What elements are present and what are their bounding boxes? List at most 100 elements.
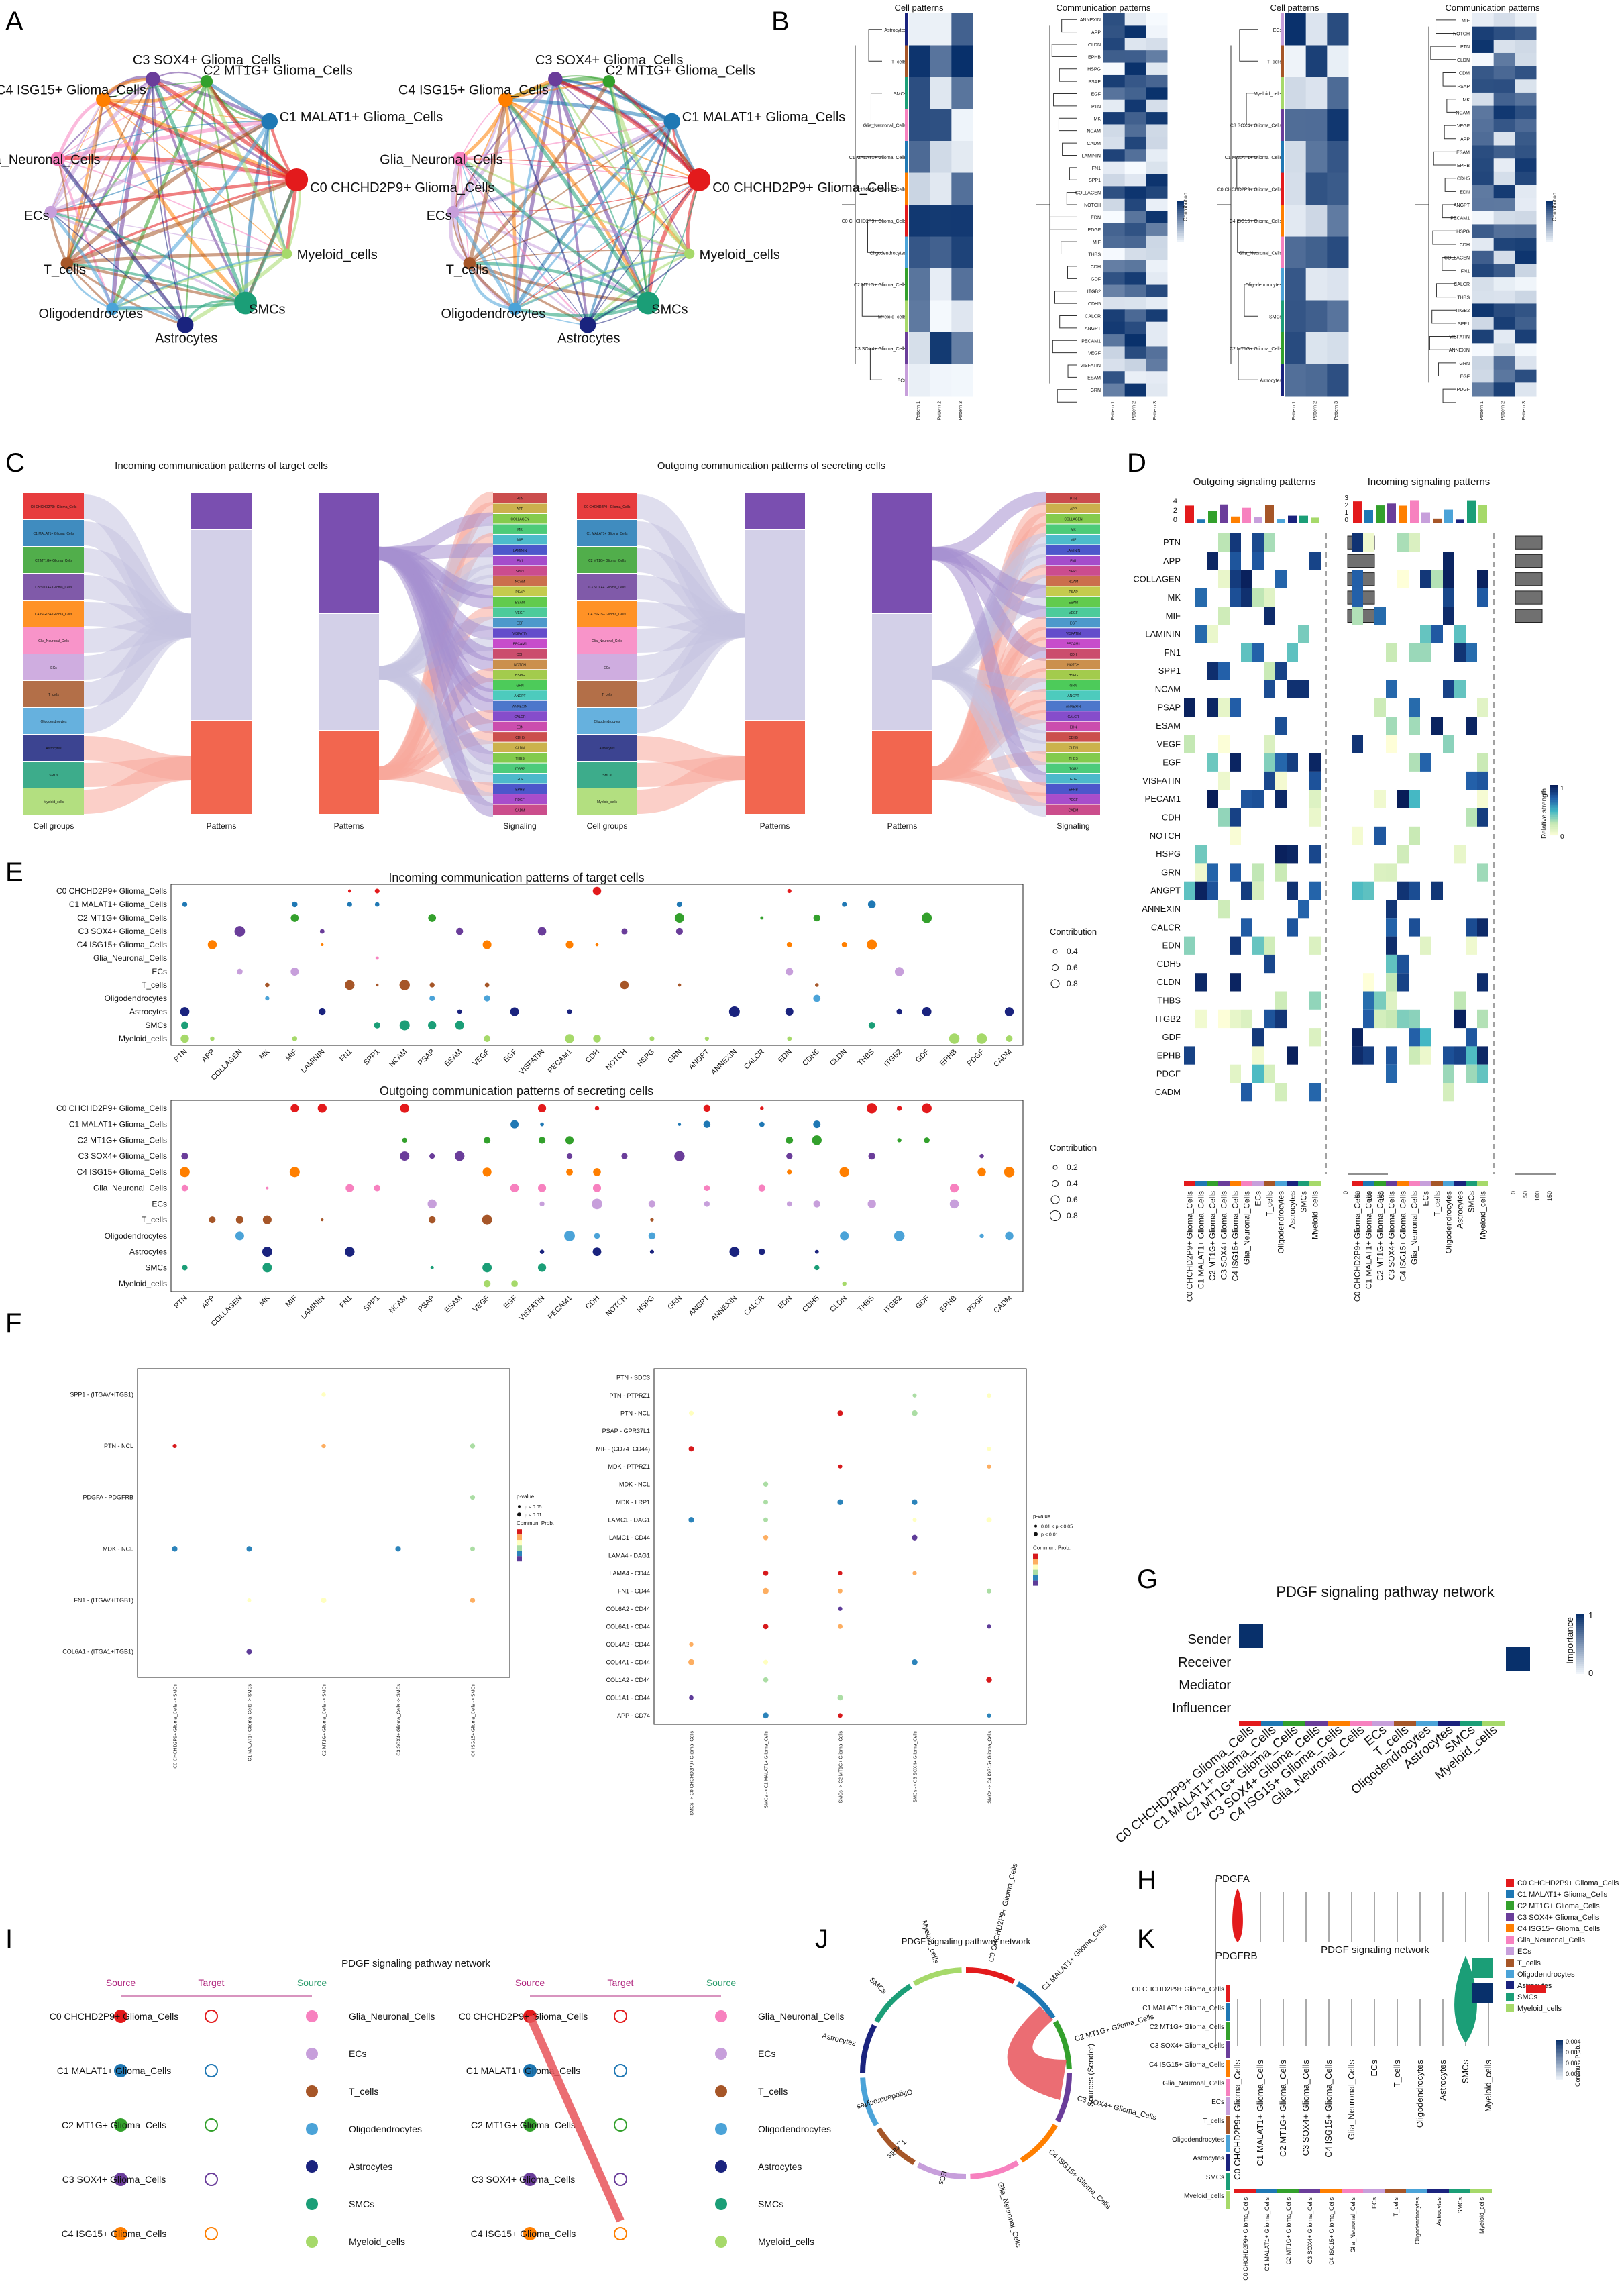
e-in-col-label: PTN	[173, 1048, 189, 1064]
c-left-signal-block	[493, 742, 547, 753]
d-out-cell	[1241, 570, 1252, 588]
c-left-axis-label: Patterns	[207, 821, 237, 831]
c-left-signal-label: THBS	[515, 757, 525, 761]
b-right-comm-cell	[1493, 171, 1515, 186]
b-right-legend	[1546, 219, 1553, 221]
b-right-comm-row-label: MIF	[1462, 19, 1470, 23]
f-left-dot	[470, 1443, 476, 1449]
k-col-label: C2 MT1G+ Glioma_Cells	[1285, 2197, 1292, 2265]
e-in-dot	[678, 983, 682, 987]
a-left-edge	[50, 211, 246, 305]
b-left-comm-dendro	[1066, 192, 1077, 205]
d-row-label: LAMININ	[1145, 629, 1181, 639]
j-arc	[966, 1967, 1016, 1985]
i-left-source-text: C3 SOX4+ Glioma_Cells	[62, 2174, 166, 2185]
b-left-comm-cell	[1103, 309, 1126, 323]
a-right-edge	[505, 80, 609, 101]
d-out-cell	[1184, 881, 1195, 900]
e-in-legend-dot	[1052, 964, 1059, 971]
b-left-cell-cell	[909, 141, 931, 173]
b-left-dendro	[869, 348, 882, 380]
c-right-signal-block	[1046, 617, 1100, 628]
b-right-comm-row-label: APP	[1460, 138, 1470, 142]
d-out-col-label: T_cells	[1265, 1191, 1275, 1216]
c-right-signal-label: CALCR	[1068, 715, 1079, 719]
b-right-cell-row-label: T_cells	[1267, 60, 1283, 64]
f-left-pval-dot	[517, 1512, 521, 1517]
c-right-signal-label: COLLAGEN	[1064, 518, 1083, 522]
b-right-cell-col-label: Pattern 3	[1334, 401, 1339, 421]
c-left-group-label: T_cells	[48, 693, 59, 697]
d-out-cell	[1275, 790, 1287, 808]
d-in-top-bar	[1467, 500, 1476, 523]
c-right-signal-label: SPP1	[1069, 570, 1078, 574]
e-out-row-label: T_cells	[142, 1215, 167, 1224]
i-right-source-node	[523, 2064, 537, 2077]
b-right-comm-cell	[1515, 158, 1537, 172]
e-in-row-label: C0 CHCHD2P9+ Glioma_Cells	[56, 886, 167, 896]
d-out-title: Outgoing signaling patterns	[1193, 476, 1316, 488]
b-left-legend	[1177, 211, 1184, 213]
c-right-flow	[637, 756, 745, 814]
k-col-label: C0 CHCHD2P9+ Glioma_Cells	[1242, 2197, 1249, 2281]
b-left-cell-row-label: C3 SOX4+ Glioma_Cells	[855, 347, 907, 352]
d-legend	[1550, 820, 1558, 823]
f-left-dot	[470, 1495, 476, 1500]
i-left-right-node	[306, 2085, 318, 2097]
b-left-comm-cell	[1146, 149, 1168, 162]
b-right-comm-cell	[1472, 238, 1495, 252]
h-legend-label: Oligodendrocytes	[1517, 1971, 1575, 1979]
a-left-node	[200, 75, 213, 88]
e-in-row-label: Myeloid_cells	[119, 1034, 167, 1043]
d-legend	[1550, 810, 1558, 813]
b-right-legend	[1546, 215, 1553, 217]
a-left-node	[60, 257, 74, 270]
b-left-comm-cell	[1124, 62, 1146, 76]
b-right-comm-cell	[1515, 290, 1537, 304]
d-in-cell	[1386, 973, 1397, 992]
a-left-edge	[112, 306, 186, 327]
b-right-comm-cell	[1493, 238, 1515, 252]
g-legend	[1576, 1628, 1584, 1630]
e-in-col-label: APP	[201, 1048, 217, 1064]
f-right-dot	[986, 1517, 992, 1523]
k-legend-tick: 0.003	[1566, 2049, 1581, 2056]
k-legend	[1556, 2071, 1563, 2072]
k-col-color	[1299, 2189, 1320, 2193]
b-right-dendro	[1237, 220, 1258, 253]
b-left-comm-cell	[1146, 161, 1168, 174]
a-left-edge	[102, 98, 297, 182]
d-out-col-label: Glia_Neuronal_Cells	[1242, 1191, 1252, 1265]
b-right-cell-col-label: Pattern 2	[1313, 401, 1318, 421]
b-right-comm-dendro	[1436, 283, 1456, 298]
e-in-dot	[428, 914, 437, 922]
f-left-pval-label: p < 0.01	[525, 1513, 542, 1518]
b-left-cell-row-label: C2 MT1G+ Glioma_Cells	[854, 283, 906, 288]
b-right-comm-dendro	[1429, 336, 1456, 350]
d-row-label: SPP1	[1158, 666, 1181, 676]
f-right-pval-label: p < 0.01	[1041, 1533, 1059, 1538]
c-left-axis-label: Patterns	[334, 821, 364, 831]
c-right-signal-label: EGF	[1070, 622, 1077, 626]
h-legend-swatch	[1506, 1993, 1514, 2001]
b-right-legend	[1546, 209, 1553, 211]
e-in-dot	[649, 1036, 655, 1041]
c-left-pattern2-block	[319, 731, 379, 814]
b-left-legend	[1177, 205, 1184, 207]
c-right-signal-block	[1046, 576, 1100, 586]
c-left-signal-block	[493, 753, 547, 763]
d-out-cell	[1252, 533, 1264, 552]
b-right-comm-cell	[1472, 264, 1495, 278]
b-left-comm-col-label: Pattern 2	[1132, 401, 1137, 421]
c-left-group-block	[23, 493, 84, 519]
c-left-flow	[83, 613, 193, 733]
c-right-signal-block	[1046, 732, 1100, 742]
k-row-color	[1226, 2041, 1230, 2058]
k-col-color	[1256, 2189, 1277, 2193]
k-row-label: ECs	[1211, 2099, 1224, 2106]
f-right-row-label: FN1 - CD44	[618, 1587, 650, 1594]
k-col-label: ECs	[1371, 2197, 1378, 2209]
d-out-cell	[1264, 954, 1275, 974]
k-row-color	[1226, 2079, 1230, 2096]
c-left-signal-block	[493, 503, 547, 513]
